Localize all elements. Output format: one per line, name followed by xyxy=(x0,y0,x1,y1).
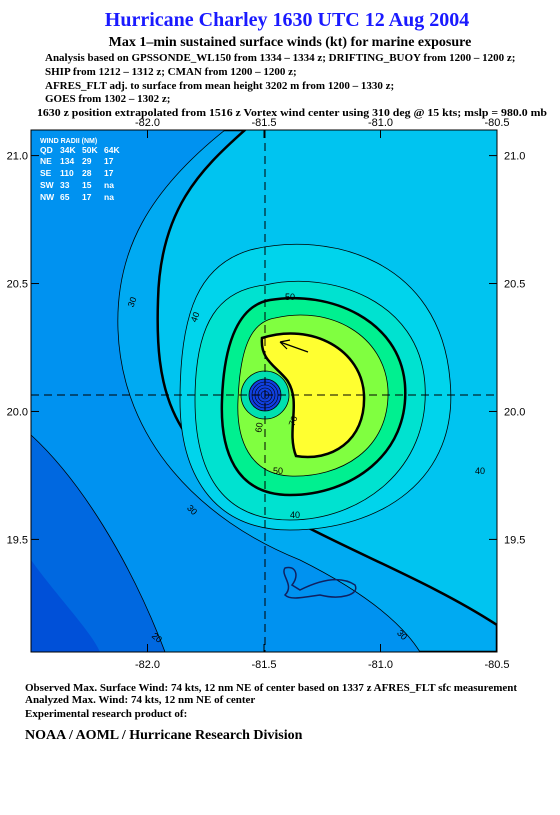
radii-title: WIND RADII (NM) xyxy=(40,138,97,145)
radii-cell: 33 xyxy=(60,180,70,190)
y-tick-label: 20.0 xyxy=(7,406,28,418)
contour-label: 40 xyxy=(475,466,485,476)
radii-header: 50K xyxy=(82,145,98,155)
contour-band xyxy=(31,130,421,652)
radii-cell: 15 xyxy=(82,180,92,190)
contour-label: 30 xyxy=(126,296,139,309)
radii-cell: 65 xyxy=(60,192,70,202)
radii-cell: na xyxy=(104,180,114,190)
island xyxy=(283,566,357,599)
analysis-line: GOES from 1302 – 1302 z; xyxy=(45,93,170,105)
contour-label: 40 xyxy=(290,510,300,520)
x-tick-label: -81.0 xyxy=(368,659,393,671)
wind-radii: WIND RADII (NM) QD 34K 50K 64K NE 134 29 17 SE 11… xyxy=(40,138,120,202)
radii-header: QD xyxy=(40,145,53,155)
contour-label: 40 xyxy=(189,311,202,324)
analysis-line: 1630 z position extrapolated from 1516 z… xyxy=(37,107,547,119)
analysis-line: SHIP from 1212 – 1312 z; CMAN from 1200 … xyxy=(45,66,297,78)
footer-org: NOAA / AOML / Hurricane Research Divisio… xyxy=(25,728,303,743)
contour-label: 70 xyxy=(287,415,300,428)
footer-observed: Observed Max. Surface Wind: 74 kts, 12 n… xyxy=(25,682,517,694)
contour-band xyxy=(31,434,166,652)
radii-cell: SE xyxy=(40,168,52,178)
footer-analyzed: Analyzed Max. Wind: 74 kts, 12 nm NE of … xyxy=(25,694,255,706)
x-tick-label: -80.5 xyxy=(484,659,509,671)
radii-cell: 28 xyxy=(82,168,92,178)
title: Hurricane Charley 1630 UTC 12 Aug 2004 xyxy=(105,9,469,31)
radii-cell: NE xyxy=(40,156,52,166)
y-tick-label: 20.0 xyxy=(504,406,525,418)
contour-label: 20 xyxy=(150,631,164,645)
subtitle: Max 1–min sustained surface winds (kt) f… xyxy=(109,35,472,50)
motion-arrow xyxy=(279,339,309,353)
radii-cell: 110 xyxy=(60,168,74,178)
radii-cell: 17 xyxy=(82,192,92,202)
y-tick-label: 21.0 xyxy=(504,151,525,163)
x-tick-label: -81.5 xyxy=(251,117,276,129)
y-tick-label: 20.5 xyxy=(504,279,525,291)
y-tick-label: 19.5 xyxy=(504,534,525,546)
radii-cell: SW xyxy=(40,180,55,190)
radii-cell: 29 xyxy=(82,156,92,166)
x-tick-label: -82.0 xyxy=(135,659,160,671)
radii-cell: 134 xyxy=(60,156,74,166)
radii-cell: 17 xyxy=(104,168,114,178)
x-tick-label: -82.0 xyxy=(135,117,160,129)
contour-label: 60 xyxy=(253,422,265,434)
x-tick-label: -81.0 xyxy=(368,117,393,129)
contour-label: 50 xyxy=(273,466,283,476)
contour-band xyxy=(31,560,100,652)
footer-note: Experimental research product of: xyxy=(25,708,187,720)
radii-cell: NW xyxy=(40,192,55,202)
analysis-line: AFRES_FLT adj. to surface from mean heig… xyxy=(45,80,394,92)
radii-cell: na xyxy=(104,192,114,202)
x-tick-label: -81.5 xyxy=(251,659,276,671)
contour-band xyxy=(260,332,366,459)
analysis-line: Analysis based on GPSSONDE_WL150 from 13… xyxy=(45,52,515,64)
y-tick-label: 21.0 xyxy=(7,151,28,163)
map: -82.0 -82.0 -81.5 -81.5 -81.0 -81.0 -80.5 -80.5… xyxy=(7,117,526,671)
radii-header: 34K xyxy=(60,145,76,155)
y-tick-label: 19.5 xyxy=(7,534,28,546)
x-tick-label: -80.5 xyxy=(484,117,509,129)
y-tick-label: 20.5 xyxy=(7,279,28,291)
radii-header: 64K xyxy=(104,145,120,155)
radii-cell: 17 xyxy=(104,156,114,166)
contour-label: 50 xyxy=(285,292,295,302)
